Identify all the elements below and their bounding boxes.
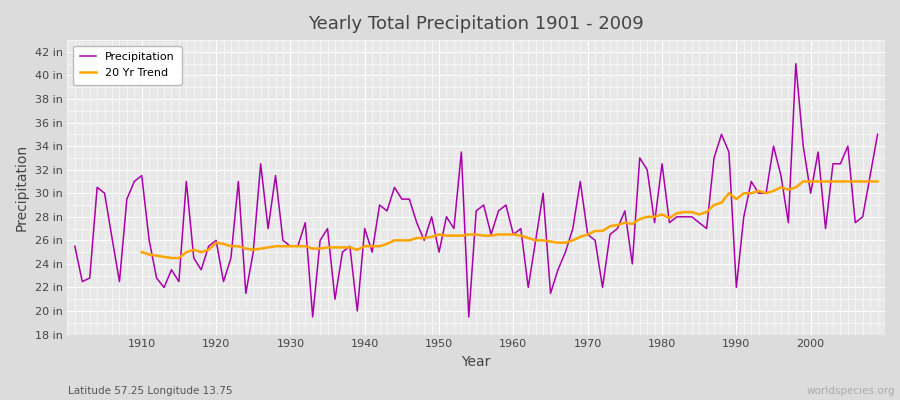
20 Yr Trend: [500, 232, 511, 237]
Precipitation: [345, 244, 356, 249]
20 Yr Trend: [337, 245, 347, 250]
Precipitation: [605, 232, 616, 237]
Precipitation: [307, 314, 318, 319]
20 Yr Trend: [872, 179, 883, 184]
Text: Latitude 57.25 Longitude 13.75: Latitude 57.25 Longitude 13.75: [68, 386, 232, 396]
Precipitation: [508, 232, 518, 237]
Precipitation: [69, 244, 80, 249]
Y-axis label: Precipitation: Precipitation: [15, 144, 29, 231]
Line: Precipitation: Precipitation: [75, 64, 878, 317]
Precipitation: [516, 226, 526, 231]
20 Yr Trend: [508, 232, 518, 237]
Line: 20 Yr Trend: 20 Yr Trend: [141, 182, 878, 258]
20 Yr Trend: [598, 228, 608, 233]
Precipitation: [292, 244, 303, 249]
Legend: Precipitation, 20 Yr Trend: Precipitation, 20 Yr Trend: [73, 46, 182, 84]
Precipitation: [129, 179, 140, 184]
X-axis label: Year: Year: [462, 355, 490, 369]
20 Yr Trend: [292, 244, 303, 249]
Precipitation: [790, 61, 801, 66]
Title: Yearly Total Precipitation 1901 - 2009: Yearly Total Precipitation 1901 - 2009: [309, 15, 644, 33]
Text: worldspecies.org: worldspecies.org: [807, 386, 896, 396]
Precipitation: [872, 132, 883, 137]
